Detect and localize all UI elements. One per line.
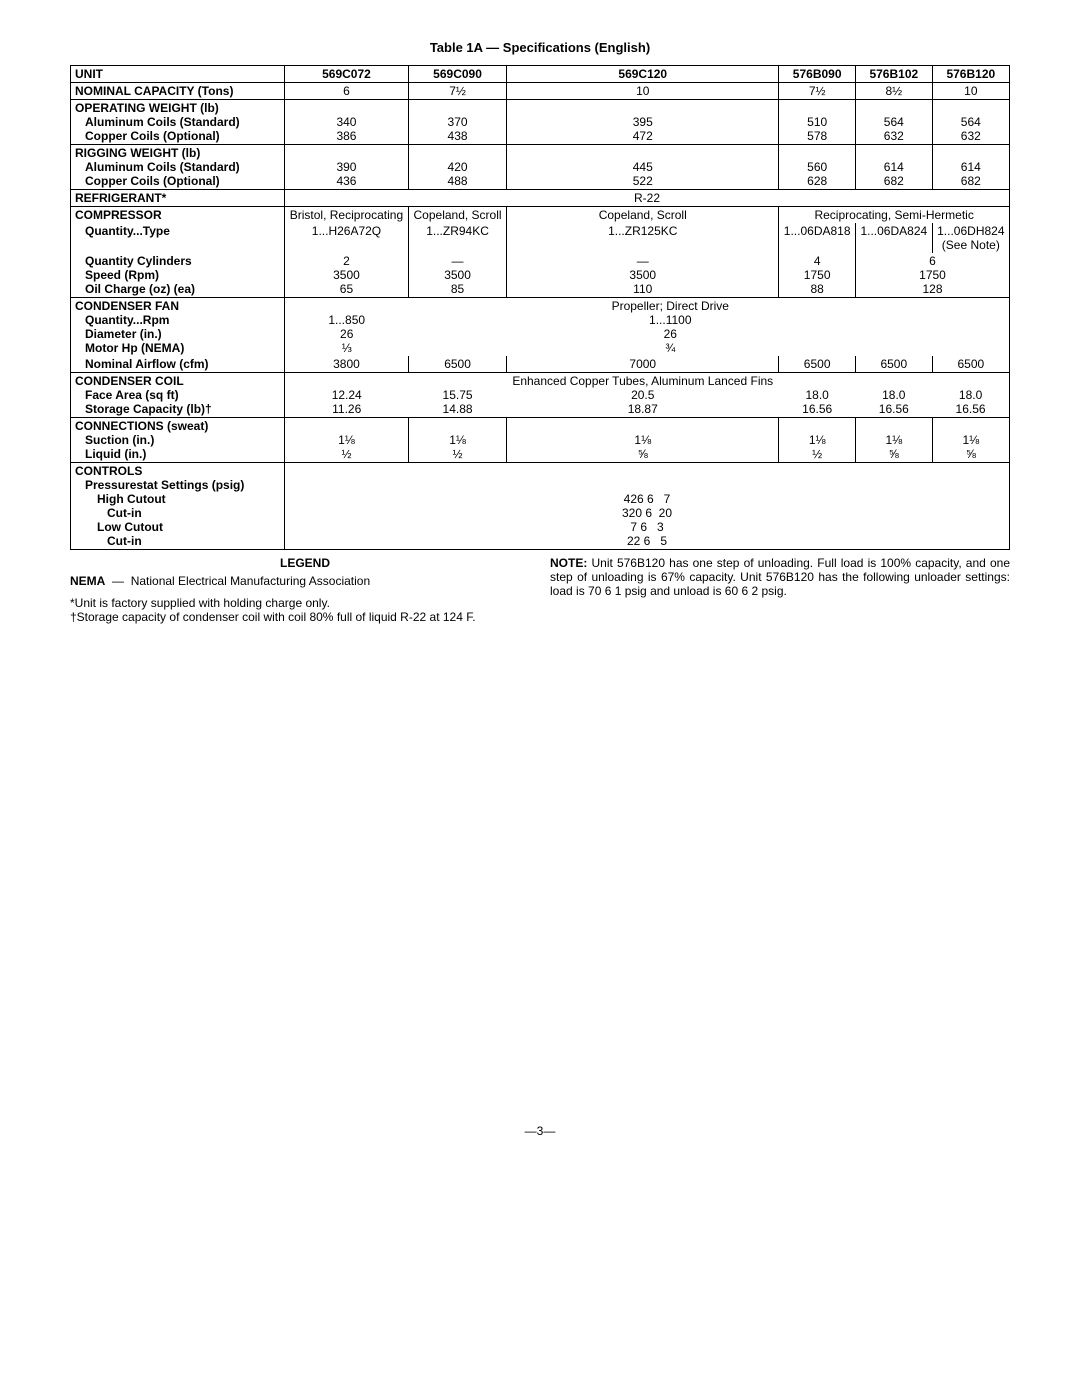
legend-col: LEGEND NEMA — NEMA — National Electrical… [70, 556, 540, 624]
spec-table: UNIT 569C072 569C090 569C120 576B090 576… [70, 65, 1010, 550]
row-connections: CONNECTIONS (sweat) Suction (in.) Liquid… [71, 418, 1010, 463]
hdr-569C072: 569C072 [285, 66, 409, 83]
label-operating-weight: OPERATING WEIGHT (lb) Aluminum Coils (St… [71, 100, 285, 145]
page-number: —3— [70, 1124, 1010, 1138]
row-refrigerant: REFRIGERANT* R-22 [71, 190, 1010, 207]
row-rigging-weight: RIGGING WEIGHT (lb) Aluminum Coils (Stan… [71, 145, 1010, 190]
label-rigging-weight: RIGGING WEIGHT (lb) Aluminum Coils (Stan… [71, 145, 285, 190]
hdr-576B120: 576B120 [932, 66, 1009, 83]
label-compressor: COMPRESSOR [71, 207, 285, 224]
label-connections: CONNECTIONS (sweat) Suction (in.) Liquid… [71, 418, 285, 463]
label-refrigerant: REFRIGERANT* [71, 190, 285, 207]
notes-section: LEGEND NEMA — NEMA — National Electrical… [70, 556, 1010, 624]
legend-header: LEGEND [70, 556, 540, 570]
hdr-576B090: 576B090 [779, 66, 856, 83]
legend-nema: NEMA — NEMA — National Electrical Manufa… [70, 574, 540, 588]
row-compressor-details: Quantity Cylinders Speed (Rpm) Oil Charg… [71, 253, 1010, 298]
row-condenser-fan-head: CONDENSER FAN Quantity...Rpm Diameter (i… [71, 298, 1010, 357]
label-nominal-capacity: NOMINAL CAPACITY (Tons) [71, 83, 285, 100]
label-condenser-coil: CONDENSER COIL Face Area (sq ft) Storage… [71, 373, 285, 418]
row-nominal-capacity: NOMINAL CAPACITY (Tons) 6 7½ 10 7½ 8½ 10 [71, 83, 1010, 100]
label-controls: CONTROLS Pressurestat Settings (psig) Hi… [71, 463, 285, 550]
row-compressor-qtype: Quantity...Type 1...H26A72Q 1...ZR94KC 1… [71, 223, 1010, 253]
right-note-text: Unit 576B120 has one step of unloading. … [550, 556, 1010, 598]
hdr-569C090: 569C090 [408, 66, 506, 83]
note-col: NOTE: Unit 576B120 has one step of unloa… [540, 556, 1010, 598]
row-controls: CONTROLS Pressurestat Settings (psig) Hi… [71, 463, 1010, 550]
row-condenser-coil: CONDENSER COIL Face Area (sq ft) Storage… [71, 373, 1010, 418]
controls-values: 426 6 7320 6 207 6 322 6 5 [285, 463, 1010, 550]
header-row: UNIT 569C072 569C090 569C120 576B090 576… [71, 66, 1010, 83]
hdr-569C120: 569C120 [507, 66, 779, 83]
row-compressor-type: COMPRESSOR Bristol, Reciprocating Copela… [71, 207, 1010, 224]
footnote-1: *Unit is factory supplied with holding c… [70, 596, 540, 610]
label-condenser-fan: CONDENSER FAN Quantity...Rpm Diameter (i… [71, 298, 285, 357]
row-operating-weight: OPERATING WEIGHT (lb) Aluminum Coils (St… [71, 100, 1010, 145]
hdr-unit: UNIT [71, 66, 285, 83]
hdr-576B102: 576B102 [855, 66, 932, 83]
value-refrigerant: R-22 [285, 190, 1010, 207]
footnote-2: †Storage capacity of condenser coil with… [70, 610, 540, 624]
row-condenser-fan-airflow: Nominal Airflow (cfm) 3800 6500 7000 650… [71, 356, 1010, 373]
table-title: Table 1A — Specifications (English) [70, 40, 1010, 55]
